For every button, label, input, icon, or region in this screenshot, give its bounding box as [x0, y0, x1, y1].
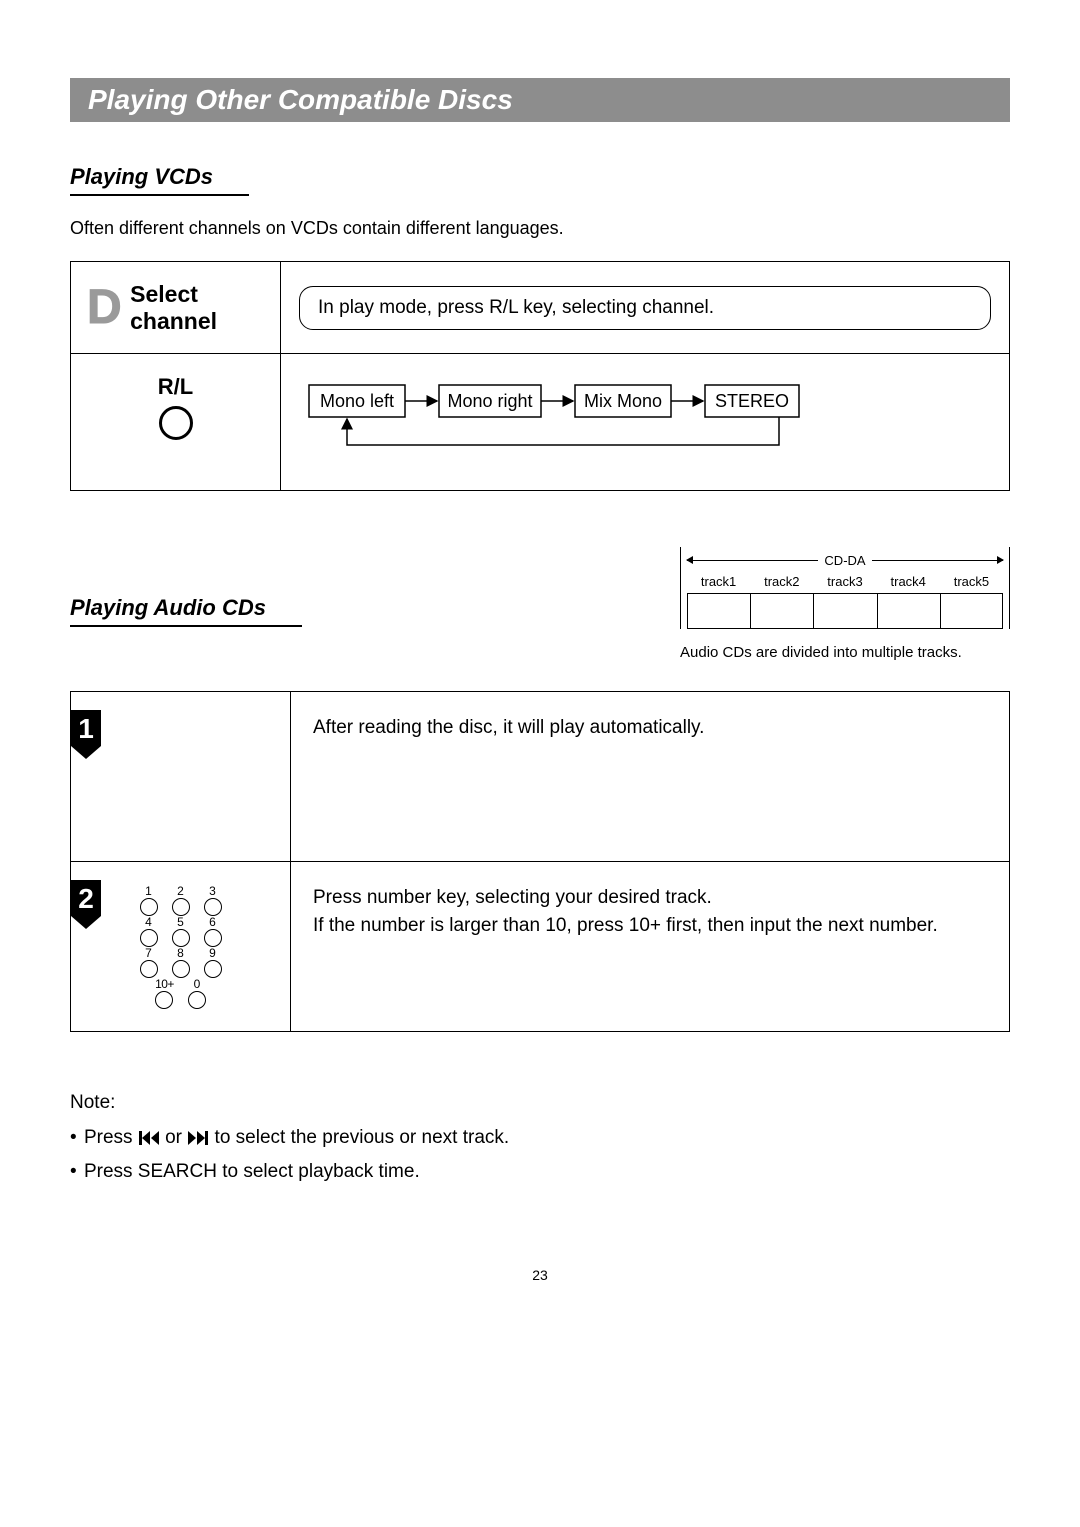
- page-title: Playing Other Compatible Discs: [88, 84, 513, 115]
- track-label: track5: [954, 574, 989, 589]
- numpad-icon: 1 2 3 4 5 6 7 8 9 10+ 0: [140, 885, 222, 1009]
- step-2-badge: 2: [71, 880, 101, 916]
- vcd-instruction: In play mode, press R/L key, selecting c…: [299, 286, 991, 330]
- cycle-0: Mono left: [320, 391, 394, 411]
- cycle-2: Mix Mono: [584, 391, 662, 411]
- step-2-line2: If the number is larger than 10, press 1…: [313, 915, 938, 936]
- cycle-cell: Mono left Mono right Mix Mono STEREO: [281, 354, 1010, 491]
- step-2-text: Press number key, selecting your desired…: [291, 862, 1010, 1032]
- audio-heading: Playing Audio CDs: [70, 595, 302, 627]
- letter-d: D: [87, 280, 122, 335]
- track-label: track4: [891, 574, 926, 589]
- skip-next-icon: [187, 1130, 209, 1146]
- rl-button-icon: [159, 406, 193, 440]
- rl-label: R/L: [81, 374, 270, 400]
- track-label: track2: [764, 574, 799, 589]
- cdda-label: CD-DA: [818, 553, 871, 568]
- cycle-1: Mono right: [447, 391, 532, 411]
- note-2: • Press SEARCH to select playback time.: [70, 1157, 1010, 1187]
- vcd-intro: Often different channels on VCDs contain…: [70, 218, 1010, 239]
- cdda-diagram: CD-DA track1 track2 track3 track4 track5…: [680, 547, 1010, 663]
- step-1-badge: 1: [71, 710, 101, 746]
- select-line1: Select: [130, 281, 198, 307]
- step-1-text: After reading the disc, it will play aut…: [291, 692, 1010, 862]
- track-label: track3: [827, 574, 862, 589]
- channel-cycle-diagram: Mono left Mono right Mix Mono STEREO: [299, 375, 819, 465]
- vcd-table: D Select channel In play mode, press R/L…: [70, 261, 1010, 491]
- notes-section: Note: • Press or to select the previous …: [70, 1088, 1010, 1187]
- vcd-section: Playing VCDs Often different channels on…: [70, 164, 1010, 491]
- cdda-caption: Audio CDs are divided into multiple trac…: [680, 643, 1010, 663]
- select-text: Select channel: [130, 281, 217, 334]
- notes-heading: Note:: [70, 1088, 1010, 1118]
- audio-section-header: Playing Audio CDs CD-DA track1 track2 tr…: [70, 547, 1010, 663]
- page-number: 23: [70, 1267, 1010, 1283]
- rl-button-cell: R/L: [71, 354, 281, 491]
- vcd-instruction-cell: In play mode, press R/L key, selecting c…: [281, 262, 1010, 354]
- note-1: • Press or to select the previous or nex…: [70, 1123, 1010, 1153]
- vcd-heading: Playing VCDs: [70, 164, 249, 196]
- select-channel-cell: D Select channel: [71, 262, 281, 354]
- step-2-line1: Press number key, selecting your desired…: [313, 887, 712, 908]
- cycle-3: STEREO: [715, 391, 789, 411]
- skip-prev-icon: [138, 1130, 160, 1146]
- steps-table: 1 After reading the disc, it will play a…: [70, 691, 1010, 1032]
- select-line2: channel: [130, 308, 217, 334]
- tracks-row: track1 track2 track3 track4 track5: [687, 574, 1003, 629]
- track-label: track1: [701, 574, 736, 589]
- page-title-bar: Playing Other Compatible Discs: [70, 78, 1010, 122]
